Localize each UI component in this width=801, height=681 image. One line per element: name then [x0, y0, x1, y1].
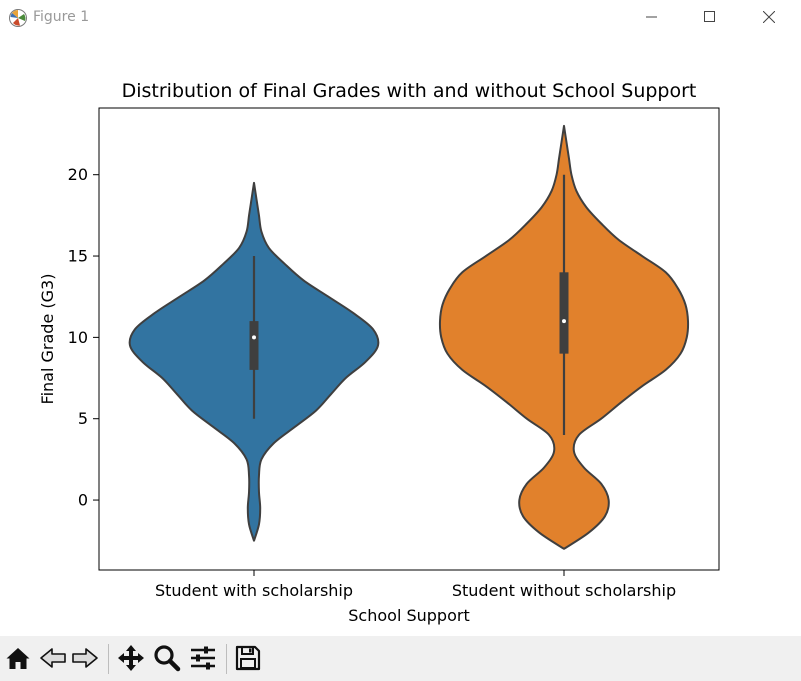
home-icon	[6, 648, 30, 669]
home-button[interactable]	[3, 643, 33, 673]
back-icon	[40, 648, 66, 668]
y-axis: 0 5 10 15 20	[68, 165, 99, 510]
chart-title: Distribution of Final Grades with and wi…	[122, 80, 697, 102]
minimize-button[interactable]	[623, 0, 681, 34]
toolbar-separator	[108, 644, 109, 674]
violin-median	[562, 319, 566, 324]
minimize-icon	[646, 16, 657, 18]
y-tick-label: 0	[78, 491, 88, 510]
figure-canvas: Distribution of Final Grades with and wi…	[38, 80, 720, 625]
violin-median	[252, 335, 256, 340]
back-button[interactable]	[38, 643, 68, 673]
save-button[interactable]	[233, 643, 263, 673]
zoom-button[interactable]	[152, 643, 182, 673]
forward-icon	[72, 648, 98, 668]
y-axis-label: Final Grade (G3)	[38, 274, 57, 405]
x-axis-label: School Support	[348, 606, 469, 625]
x-tick-label: Student with scholarship	[155, 581, 353, 600]
pan-button[interactable]	[116, 643, 146, 673]
y-tick-label: 10	[68, 328, 88, 347]
y-tick-label: 15	[68, 247, 88, 266]
maximize-icon	[704, 11, 715, 22]
violin-box	[559, 272, 569, 354]
violin-group	[128, 124, 690, 550]
configure-subplots-icon	[191, 646, 215, 670]
axes-frame	[98, 107, 720, 571]
violin-box	[249, 321, 259, 370]
matplotlib-app-icon	[9, 9, 27, 27]
toolbar-separator	[226, 644, 227, 674]
x-axis: Student with scholarship Student without …	[155, 570, 676, 600]
zoom-icon	[154, 645, 181, 672]
y-tick-label: 5	[78, 409, 88, 428]
configure-subplots-button[interactable]	[188, 643, 218, 673]
title-bar: Figure 1	[0, 0, 801, 36]
close-button[interactable]	[740, 0, 798, 34]
navigation-toolbar	[0, 636, 801, 681]
y-tick-label: 20	[68, 165, 88, 184]
x-tick-label: Student without scholarship	[452, 581, 676, 600]
close-icon	[763, 11, 775, 23]
forward-button[interactable]	[70, 643, 100, 673]
save-icon	[235, 645, 261, 671]
maximize-button[interactable]	[681, 0, 739, 34]
pan-icon	[118, 645, 144, 671]
window-title: Figure 1	[33, 9, 90, 25]
